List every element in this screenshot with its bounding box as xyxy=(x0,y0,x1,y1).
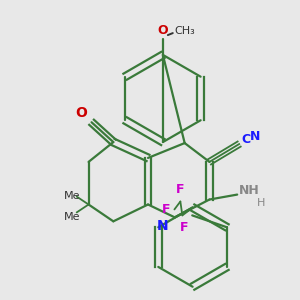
Text: N: N xyxy=(250,130,260,142)
Text: CH₃: CH₃ xyxy=(175,26,196,36)
Text: Me: Me xyxy=(64,190,81,200)
Text: Me: Me xyxy=(64,212,81,222)
Text: C: C xyxy=(241,133,250,146)
Text: F: F xyxy=(162,203,170,216)
Text: F: F xyxy=(176,183,184,196)
Text: N: N xyxy=(157,219,169,233)
Text: O: O xyxy=(76,106,88,120)
Text: F: F xyxy=(180,221,189,234)
Text: O: O xyxy=(158,24,168,37)
Text: H: H xyxy=(257,197,266,208)
Text: NH: NH xyxy=(239,184,260,197)
